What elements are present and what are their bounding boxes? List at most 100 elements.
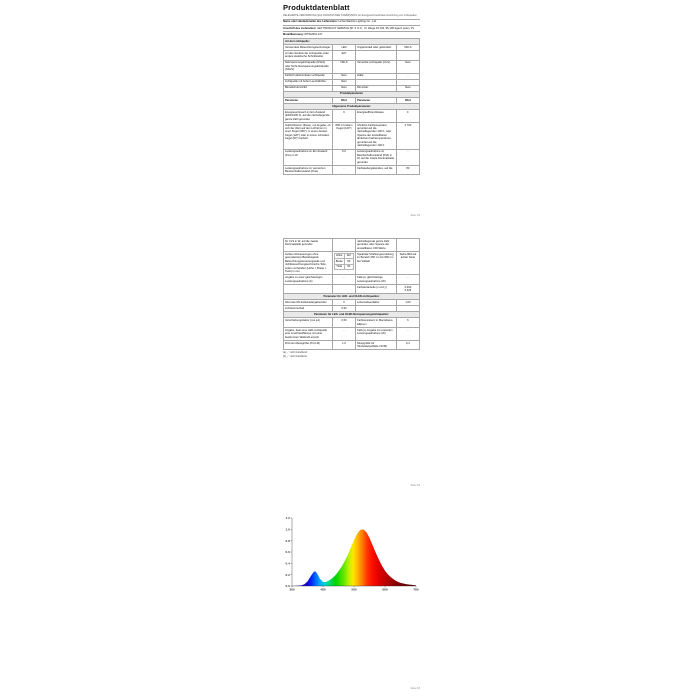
footnote-b: (b) „-“: nicht zutreffend. [283,355,308,359]
supplier-row: Name oder Handelsmarke des Lieferanten: … [283,18,420,25]
table-cell [331,238,357,252]
table-cell [395,238,421,252]
table-cell: - [331,274,357,285]
table-row: Allgemeine Produktparameter: [283,102,420,110]
table-row: Energieverbrauch im Ein-Zustand (kWh/100… [283,108,421,123]
spectral-distribution-chart: 380 480 580 680 780 0.0 0.2 0.4 0.6 0.8 1.0 1.2 [285,516,418,592]
svg-text:1.0: 1.0 [285,527,290,531]
table-cell: Farbkonsistenz in MacAdams-Ellipsen [355,317,397,328]
table-cell: 80 [395,164,421,176]
dimensions-sub-table: Höhe 110 Breite 60 Tiefe 60 [333,252,355,271]
table-cell: Angabe zu einer gleichwertigen Leistungs… [283,274,333,285]
table-cell: Leistungsaufnahme im vernetzten Bereitsc… [283,164,333,176]
table-cell: - [395,274,421,285]
table-cell: für CLS in W, auf die zweite Dezimalstel… [283,238,333,252]
table-cell: 6 [331,108,357,123]
table-cell: Spektrale Strahlungsverteilung im Bereic… [355,250,397,276]
table-row: Leistungsaufnahme im vernetzten Bereitsc… [283,164,421,176]
supplier-value: Linhai Wanlize Lighting Co., Ltd. [338,20,377,24]
svg-text:0.8: 0.8 [285,539,290,543]
table-row: Leistungsaufnahme im Ein-Zustand (Pon) i… [283,148,421,166]
table-row: Netzspannungslichtquelle (NSLS) oder Nic… [283,59,421,74]
supplier-label: Name oder Handelsmarke des Lieferanten: [283,20,338,24]
table-row: Verwendete Beleuchtungstechnologie: LED Un… [283,44,421,52]
table-row: Verschiebungsfaktor (cos φ1) 0,50 Farbkons… [283,317,421,328]
table-cell: E27 [331,50,357,61]
table-cell: - [331,326,357,341]
table-cell: - [331,164,357,176]
table-cell: Vernetzte Lichtquelle (CLS): [355,59,397,74]
table-cell: - [395,326,421,341]
table-cell: 6 [395,317,421,328]
table-cell: 6,0 [331,148,357,166]
table-cell: Verschiebungsfaktor (cos φ1) [283,317,333,328]
table-cell: NSLS [331,59,357,74]
table-cell: 806 in breitem Kegel (120°) [331,121,357,150]
regulation-text: DELEGIERTE VERORDNUNG (EU) 2019/2015 DER… [283,13,417,17]
svg-text:480: 480 [320,588,325,592]
table-row: Farblich abstimmbare Lichtquelle: Nein Hül… [283,72,421,80]
table-cell: LED [331,44,357,52]
svg-text:0.4: 0.4 [285,561,290,565]
table-cell: 2 700 [395,121,421,150]
table-row: Farbwertanteile (x und y) 0,490 0,425 [283,283,421,295]
table-row: Angabe zu einer gleichwertigen Leistungs… [283,274,421,285]
table-cell: Farbwertanteile (x und y) [355,283,397,295]
page-2: für CLS in W, auf die zweite Dezimalstel… [283,237,421,359]
table-cell: Nutzlichtstrom (Φuse), mit Angabe, ob si… [283,121,333,150]
table-cell [395,50,421,61]
table-cell: Höhe 110 Breite 60 Tiefe 60 [331,250,357,276]
table-cell: Siehe Bild auf letzter Seite [395,250,421,276]
table-cell: F [395,108,421,123]
table-cell [355,50,397,61]
footnote-a: (a) „-“: nicht zutreffend; [283,351,308,355]
page-1: Produktdatenblatt DELEGIERTE VERORDNUNG … [283,3,421,176]
spd-curve [292,529,416,586]
table-cell: 1,0 [331,339,357,351]
svg-text:380: 380 [289,588,294,592]
table-cell: Leistungsaufnahme im Ein-Zustand (Pon) i… [283,148,333,166]
svg-text:580: 580 [351,588,356,592]
table-row: Art des Sockels der Lichtquelle (oder an… [283,50,421,61]
table-cell [283,283,333,295]
table-cell: Falls ja, gleichwertige Leistungsaufnahm… [355,274,397,285]
table-cell: Energieeffizienzklasse [355,108,397,123]
table-row: für CLS in W, auf die zweite Dezimalstel… [283,238,421,252]
table-cell: 0,50 [331,317,357,328]
table-cell: Angabe, dass eine LED-Lichtquelle eine L… [283,326,333,341]
datasheet-table-page2: für CLS in W, auf die zweite Dezimalstel… [283,238,421,351]
section-header-cell: Allgemeine Produktparameter: [283,102,420,110]
table-row: Äußere Abmessungen ohne gesonderte(s) Be… [283,250,421,276]
table-row: Flimmer-Messgröße (Pst LM) 1,0 Messgröße f… [283,339,421,351]
datasheet-table-page1: Art der Lichtquelle: Verwendete Beleuchtu… [283,37,421,176]
table-row: Nutzlichtstrom (Φuse), mit Angabe, ob si… [283,121,421,150]
svg-text:0.0: 0.0 [285,584,290,588]
chart-tick-labels: 380 480 580 680 780 0.0 0.2 0.4 0.6 0.8 1.0 1.2 [285,516,418,592]
model-row: Modellkennung: WTW2501-107 [283,30,420,37]
svg-text:1.2: 1.2 [285,516,290,520]
address-label: Anschrift des Lieferanten: [283,26,317,30]
table-cell: Energieverbrauch im Ein-Zustand (kWh/100… [283,108,333,123]
chart-axes [290,517,417,588]
table-cell: NDLS [395,44,421,52]
table-cell: Netzspannungslichtquelle (NSLS) oder Nic… [283,59,333,74]
table-cell [331,283,357,295]
table-cell: Leistungsaufnahme im Bereitschaftszustan… [355,148,397,166]
table-cell: Nein [395,59,421,74]
table-cell: Art des Sockels der Lichtquelle (oder an… [283,50,333,61]
page-marker-2: Seite 2/3 [410,484,420,487]
table-cell: - [395,148,421,166]
svg-text:780: 780 [413,588,418,592]
table-row: Parameter für LED- und OLED-Netzspannung… [283,311,420,319]
page-marker-1: Seite 1/3 [410,214,420,217]
address-value: GET PRODUCT SERVICE SP. Z O.O., Ul. Dług… [317,26,415,30]
table-cell: Ähnliche Farbtemperatur, gerundet auf di… [355,121,397,150]
page-title: Produktdatenblatt [283,3,350,12]
section-header-cell: Parameter für LED- und OLED-Netzspannung… [283,311,420,319]
address-row: Anschrift des Lieferanten: GET PRODUCT S… [283,24,420,31]
table-cell: Äußere Abmessungen ohne gesonderte(s) Be… [283,250,333,276]
table-cell: Falls ja, Angabe zur ersetzten Leistungs… [355,326,397,341]
table-cell: Messgröße für Stroboskopeffekte (SVM) [355,339,397,351]
model-label: Modellkennung: [283,32,304,36]
